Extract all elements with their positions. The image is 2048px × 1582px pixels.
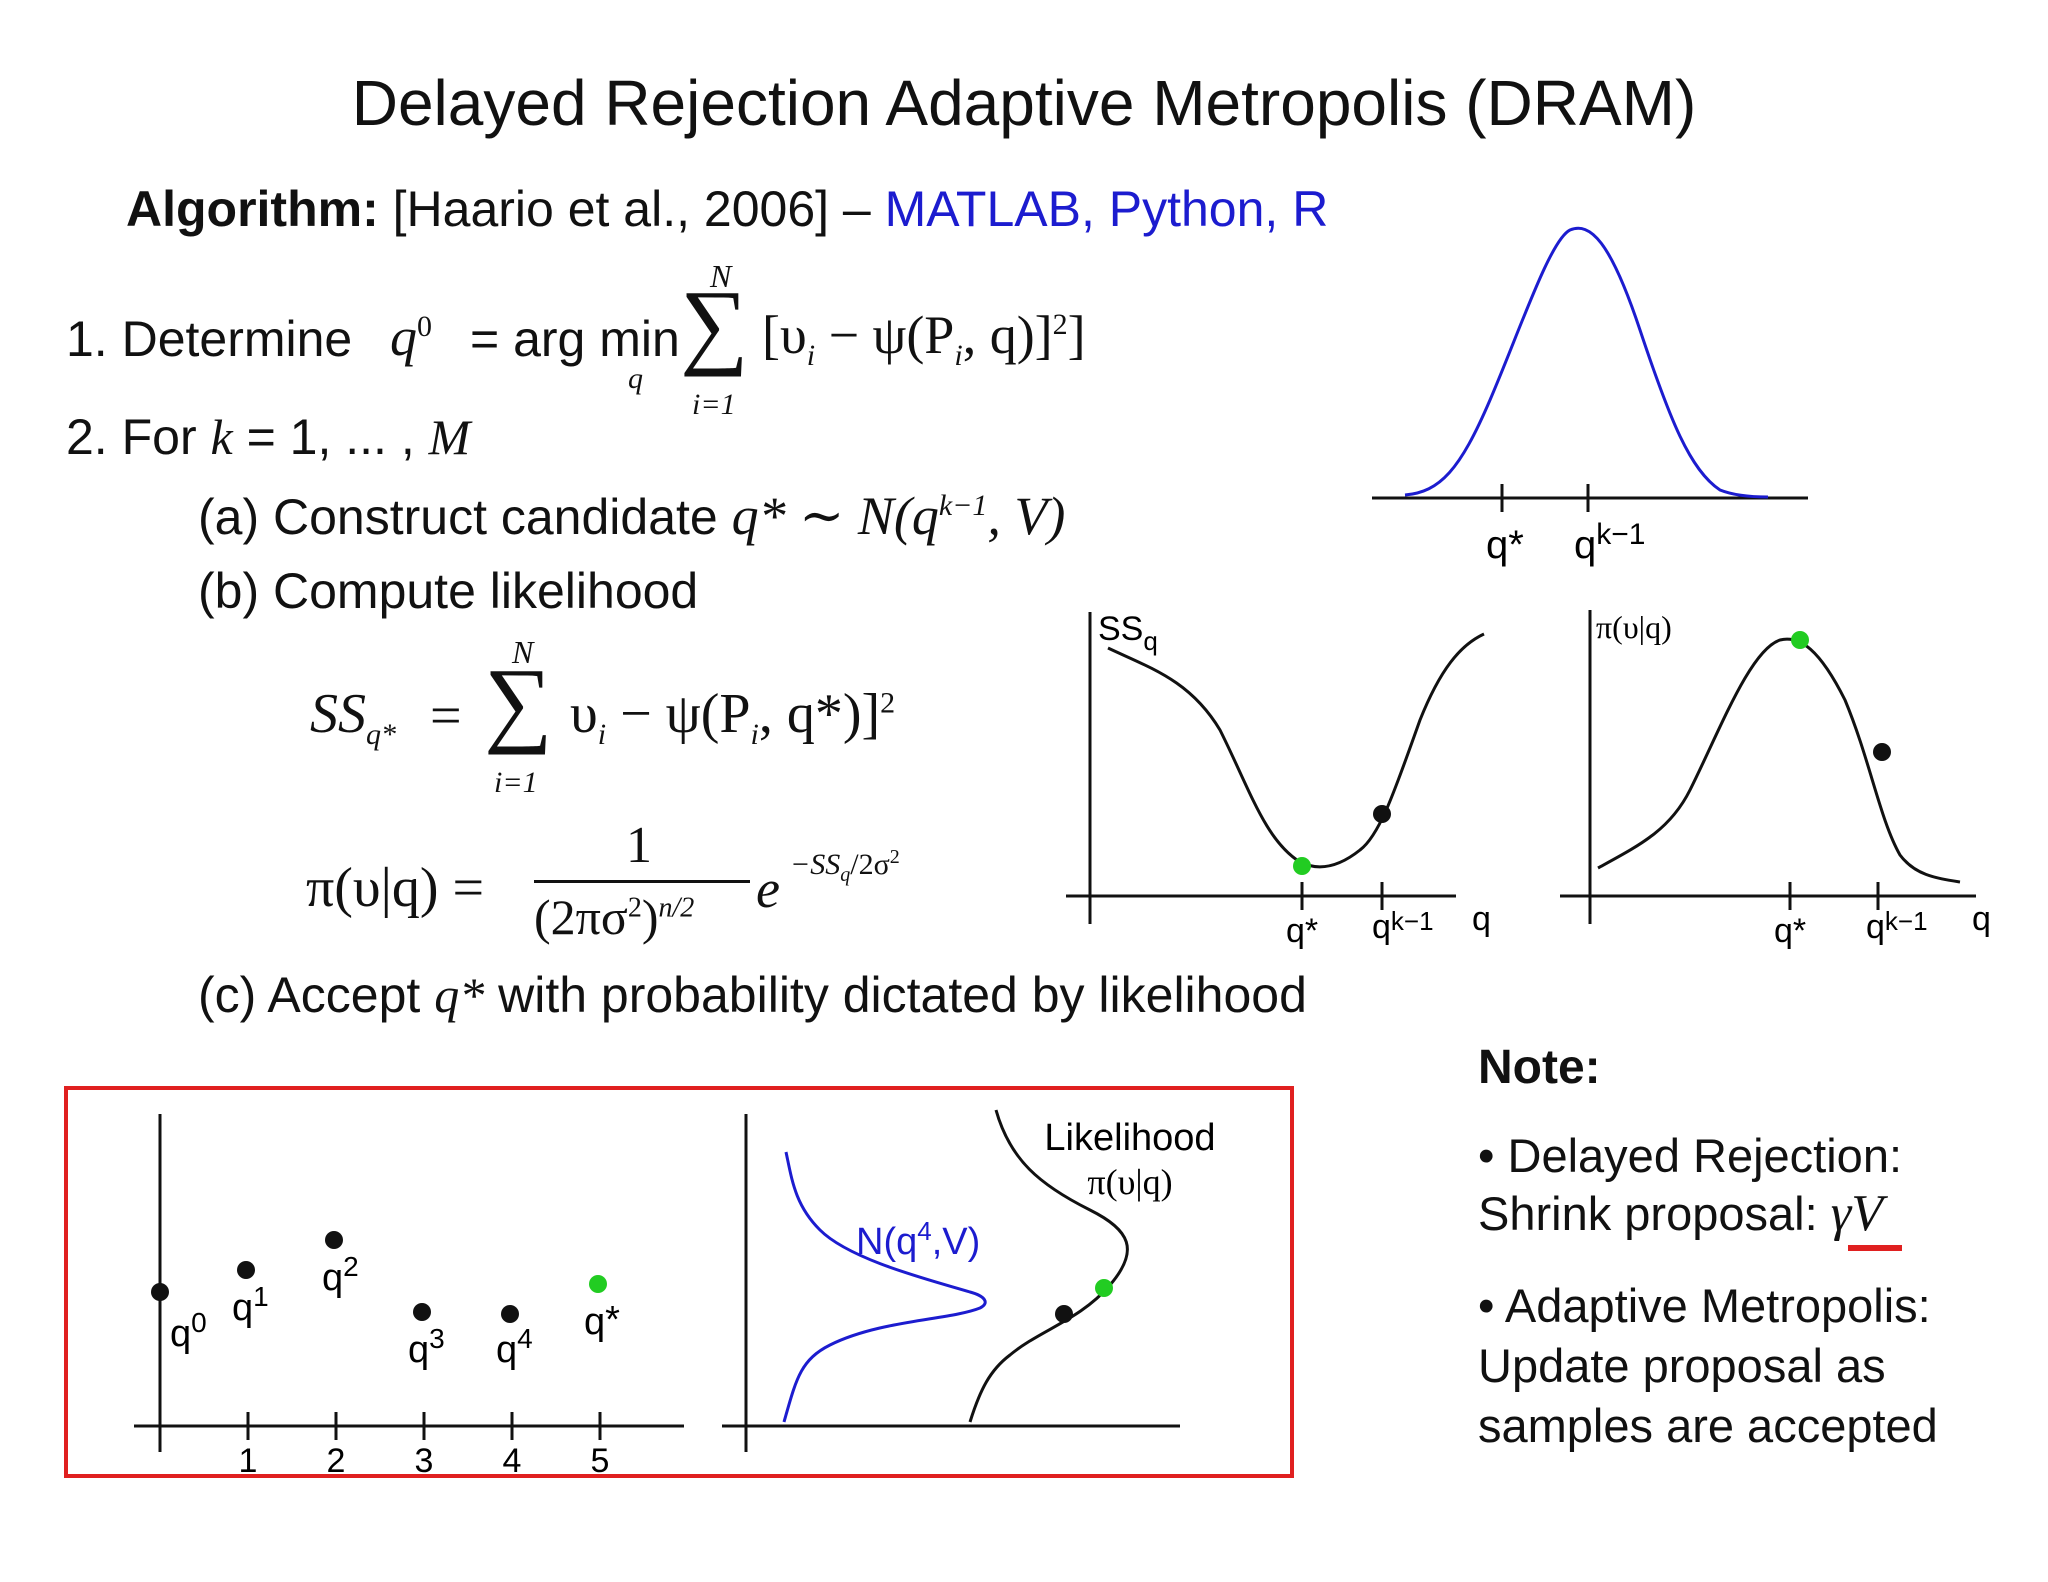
step-c: (c) Accept q* with probability dictated … bbox=[198, 967, 1307, 1023]
chain-point-label-0: q0 bbox=[170, 1307, 207, 1355]
chain-tick-label-4: 4 bbox=[503, 1442, 522, 1480]
algorithm-label: Algorithm: bbox=[126, 181, 379, 237]
ss-point-qk1 bbox=[1373, 805, 1391, 823]
lik-xtick-qstar: q* bbox=[1774, 912, 1806, 950]
chain-point-label-2: q2 bbox=[322, 1251, 359, 1299]
sum1-body: [υi − ψ(Pi, q)]2] bbox=[762, 305, 1086, 372]
chain-point-label-4: q4 bbox=[496, 1323, 533, 1371]
ss-sum-top: N bbox=[512, 634, 534, 670]
ss-xtick-qstar: q* bbox=[1286, 912, 1318, 950]
step-1-prefix: 1. Determine bbox=[66, 311, 353, 367]
pi-fraction-bar bbox=[534, 880, 750, 883]
example-box bbox=[64, 1086, 1294, 1478]
ss-curve bbox=[1107, 632, 1485, 869]
normal-curve bbox=[782, 1151, 987, 1423]
sum1-bottom: i=1 bbox=[692, 388, 736, 421]
lik-point-qk1 bbox=[1873, 743, 1891, 761]
chain-point-label-1: q1 bbox=[232, 1281, 269, 1329]
proposal-tick-label-qk1: qk−1 bbox=[1574, 518, 1645, 567]
lik-ylabel: π(υ|q) bbox=[1596, 609, 1672, 645]
chain-point-label-3: q3 bbox=[408, 1323, 445, 1371]
dist-point-candidate bbox=[1095, 1279, 1113, 1297]
argmin-sub: q bbox=[628, 362, 643, 395]
proposal-plot: q* qk−1 bbox=[1372, 226, 1808, 567]
chain-point-5 bbox=[589, 1275, 607, 1293]
sum1-top: N bbox=[710, 258, 732, 294]
sum1-sigma: ∑ bbox=[680, 270, 749, 377]
likelihood-curve bbox=[968, 1109, 1129, 1423]
chain-point-1 bbox=[237, 1261, 255, 1279]
note-am-line3: samples are accepted bbox=[1478, 1399, 1938, 1452]
chain-tick-label-3: 3 bbox=[415, 1442, 434, 1480]
chain-plot: 1 2 3 4 5 q0 q1 q2 q3 q4 q* bbox=[134, 1114, 684, 1480]
dist-point-current bbox=[1055, 1305, 1073, 1323]
note-dr-line2: Shrink proposal: γV bbox=[1478, 1185, 1883, 1242]
chain-tick-label-1: 1 bbox=[239, 1442, 258, 1480]
algorithm-line: Algorithm: [Haario et al., 2006] – MATLA… bbox=[126, 180, 1328, 238]
normal-label: N(q4,V) bbox=[856, 1216, 980, 1263]
likelihood-math: π(υ|q) bbox=[1087, 1162, 1172, 1202]
step-b: (b) Compute likelihood bbox=[198, 563, 699, 619]
language-links[interactable]: MATLAB, Python, R bbox=[884, 181, 1329, 237]
step-2: 2. For k = 1, ... , M bbox=[66, 409, 471, 465]
distribution-plot: N(q4,V) Likelihood π(υ|q) bbox=[722, 1109, 1216, 1452]
pi-den: (2πσ2)n/2 bbox=[534, 889, 695, 945]
ss-ylabel: SSq bbox=[1098, 610, 1158, 656]
pi-num: 1 bbox=[626, 817, 652, 874]
ss-lhs: SSq* bbox=[310, 683, 396, 752]
likelihood-plot: π(υ|q) q* qk−1 q bbox=[1560, 609, 1991, 950]
citation: [Haario et al., 2006] – bbox=[392, 181, 871, 237]
pi-exp: −SSq/2σ2 bbox=[790, 846, 900, 886]
chain-tick-label-2: 2 bbox=[327, 1442, 346, 1480]
pi-e: e bbox=[756, 859, 780, 919]
lik-point-qstar bbox=[1791, 631, 1809, 649]
ss-point-qstar bbox=[1293, 857, 1311, 875]
chain-point-4 bbox=[501, 1305, 519, 1323]
page-title: Delayed Rejection Adaptive Metropolis (D… bbox=[351, 67, 1697, 139]
argmin: = arg min bbox=[470, 311, 680, 367]
note-am-line2: Update proposal as bbox=[1478, 1339, 1886, 1392]
step-a: (a) Construct candidate q* ∼ N(qk−1, V) bbox=[198, 486, 1066, 546]
note-dr-line1: • Delayed Rejection: bbox=[1478, 1129, 1903, 1182]
chain-point-2 bbox=[325, 1231, 343, 1249]
step-1: 1. Determine bbox=[66, 310, 352, 368]
pi-lhs: π(υ|q) = bbox=[306, 857, 485, 919]
gammaV-symbol: γV bbox=[1830, 1185, 1883, 1242]
step-1-q0: q0 bbox=[390, 306, 432, 368]
ss-eq: = bbox=[430, 685, 462, 747]
chain-point-label-5: q* bbox=[584, 1299, 620, 1343]
q0-sup: 0 bbox=[417, 310, 432, 343]
chain-point-0 bbox=[151, 1283, 169, 1301]
chain-tick-label-5: 5 bbox=[591, 1442, 610, 1480]
proposal-curve bbox=[1404, 226, 1769, 499]
ss-xtick-qk1: qk−1 bbox=[1372, 906, 1434, 946]
proposal-tick-label-qstar: q* bbox=[1486, 523, 1524, 567]
note-am-line1: • Adaptive Metropolis: bbox=[1478, 1279, 1931, 1332]
chain-point-3 bbox=[413, 1303, 431, 1321]
ss-plot: SSq q* qk−1 q bbox=[1066, 610, 1491, 950]
ss-body: υi − ψ(Pi, q*)]2 bbox=[570, 683, 896, 752]
lik-xtick-qk1: qk−1 bbox=[1866, 906, 1928, 946]
note-title: Note: bbox=[1478, 1041, 1601, 1094]
q0-symbol: q bbox=[390, 307, 417, 367]
ss-sigma: ∑ bbox=[484, 648, 553, 755]
likelihood-label: Likelihood bbox=[1044, 1117, 1215, 1159]
lik-xlabel: q bbox=[1972, 900, 1991, 938]
ss-xlabel: q bbox=[1472, 900, 1491, 938]
ss-sum-bottom: i=1 bbox=[494, 766, 538, 799]
lik-curve bbox=[1597, 637, 1961, 884]
